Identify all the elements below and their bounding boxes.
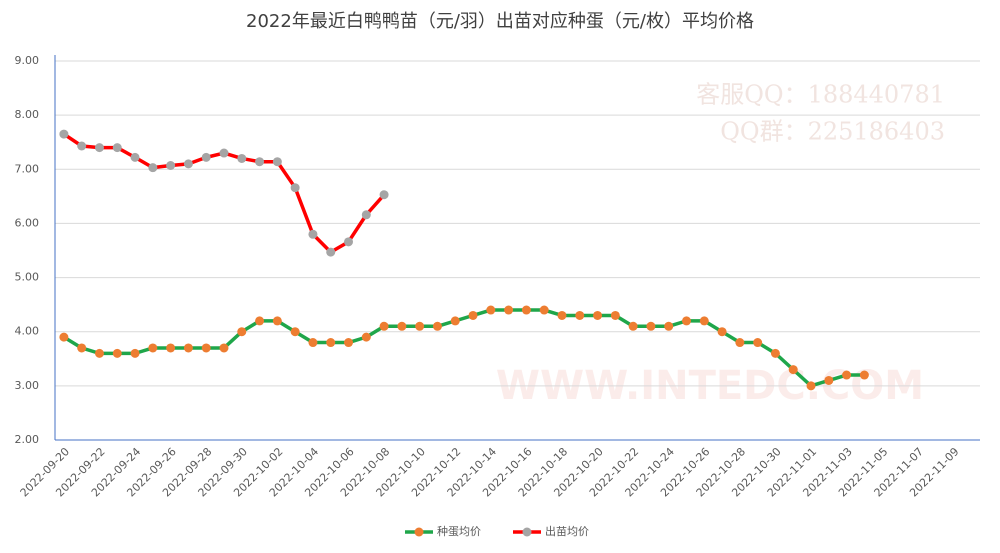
y-tick-label: 4.00 xyxy=(15,325,40,338)
point xyxy=(237,327,247,337)
point xyxy=(148,343,158,353)
point xyxy=(397,321,407,331)
point xyxy=(735,338,745,348)
series-line xyxy=(62,308,865,388)
point xyxy=(344,338,354,348)
point xyxy=(112,143,122,153)
point xyxy=(183,343,193,353)
point xyxy=(788,365,798,375)
point xyxy=(557,310,567,320)
point xyxy=(326,338,336,348)
point xyxy=(255,157,265,167)
point xyxy=(77,343,87,353)
point xyxy=(468,310,478,320)
y-tick-label: 2.00 xyxy=(15,433,40,446)
point xyxy=(646,321,656,331)
legend-marker xyxy=(414,527,424,537)
point xyxy=(201,152,211,162)
point xyxy=(415,321,425,331)
point xyxy=(681,316,691,326)
point xyxy=(59,129,69,139)
point xyxy=(770,348,780,358)
legend-marker xyxy=(522,527,532,537)
y-tick-label: 7.00 xyxy=(15,162,40,175)
point xyxy=(237,153,247,163)
point xyxy=(699,316,709,326)
point xyxy=(112,348,122,358)
point xyxy=(432,321,442,331)
watermark: 客服QQ：188440781 xyxy=(696,81,945,109)
legend-label: 种蛋均价 xyxy=(437,524,481,538)
point xyxy=(521,305,531,315)
point xyxy=(166,160,176,170)
point xyxy=(183,159,193,169)
point xyxy=(130,348,140,358)
point xyxy=(753,338,763,348)
point xyxy=(59,332,69,342)
point xyxy=(842,370,852,380)
point xyxy=(219,343,229,353)
y-tick-label: 8.00 xyxy=(15,108,40,121)
point xyxy=(290,327,300,337)
point xyxy=(717,327,727,337)
point xyxy=(859,370,869,380)
watermark: QQ群：225186403 xyxy=(720,118,945,146)
point xyxy=(379,321,389,331)
point xyxy=(575,310,585,320)
point xyxy=(361,332,371,342)
y-tick-label: 5.00 xyxy=(15,271,40,284)
point xyxy=(664,321,674,331)
point xyxy=(94,348,104,358)
point xyxy=(255,316,265,326)
point xyxy=(130,152,140,162)
point xyxy=(166,343,176,353)
point xyxy=(272,157,282,167)
chart-title: 2022年最近白鸭鸭苗（元/羽）出苗对应种蛋（元/枚）平均价格 xyxy=(246,11,754,32)
point xyxy=(308,229,318,239)
point xyxy=(308,338,318,348)
point xyxy=(824,375,834,385)
legend-label: 出苗均价 xyxy=(545,524,589,538)
point xyxy=(201,343,211,353)
y-tick-label: 6.00 xyxy=(15,216,40,229)
y-tick-label: 3.00 xyxy=(15,379,40,392)
point xyxy=(77,141,87,151)
point xyxy=(94,143,104,153)
point xyxy=(290,183,300,193)
point xyxy=(344,237,354,247)
point xyxy=(326,247,336,257)
point xyxy=(610,310,620,320)
point xyxy=(361,210,371,220)
point xyxy=(593,310,603,320)
point xyxy=(628,321,638,331)
point xyxy=(806,381,816,391)
point xyxy=(148,163,158,173)
point xyxy=(272,316,282,326)
point xyxy=(486,305,496,315)
point xyxy=(539,305,549,315)
point xyxy=(450,316,460,326)
y-tick-label: 9.00 xyxy=(15,54,40,67)
point xyxy=(504,305,514,315)
point xyxy=(219,148,229,158)
point xyxy=(379,190,389,200)
